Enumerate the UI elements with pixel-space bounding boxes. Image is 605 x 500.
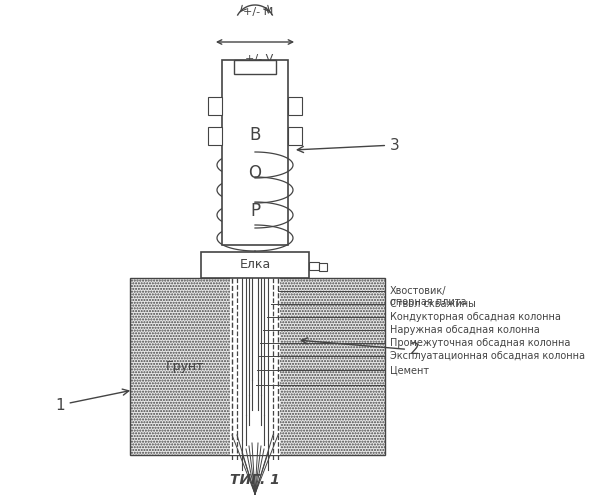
Text: Цемент: Цемент (390, 365, 429, 375)
Bar (288, 97, 302, 115)
Text: Хвостовик/: Хвостовик/ (390, 286, 446, 296)
Bar (234, 60, 276, 74)
Text: опорная плита: опорная плита (390, 297, 466, 307)
Bar (222, 60, 288, 245)
Bar (130, 278, 385, 455)
Bar (319, 263, 327, 271)
Text: 1: 1 (55, 389, 129, 412)
Text: 3: 3 (297, 138, 400, 152)
Bar (208, 127, 222, 145)
Text: Р: Р (250, 202, 260, 220)
Text: Промежуточная обсадная колонна: Промежуточная обсадная колонна (390, 338, 571, 348)
Text: Кондукторная обсадная колонна: Кондукторная обсадная колонна (390, 312, 561, 322)
Text: Ствол скважины: Ствол скважины (390, 299, 476, 309)
Bar (288, 127, 302, 145)
Bar (201, 252, 309, 278)
Bar (208, 97, 222, 115)
Bar (230, 278, 280, 455)
Text: 2: 2 (301, 338, 420, 357)
Text: О: О (249, 164, 261, 182)
Text: +/- V: +/- V (245, 54, 273, 64)
Text: +/- M: +/- M (243, 7, 273, 17)
Text: Эксплуатационная обсадная колонна: Эксплуатационная обсадная колонна (390, 351, 585, 361)
Text: Грунт: Грунт (166, 360, 204, 373)
Text: В: В (249, 126, 261, 144)
Text: Елка: Елка (240, 258, 270, 272)
Text: Наружная обсадная колонна: Наружная обсадная колонна (390, 325, 540, 335)
Bar (309, 262, 319, 270)
Text: ΤИГ. 1: ΤИГ. 1 (230, 473, 280, 487)
